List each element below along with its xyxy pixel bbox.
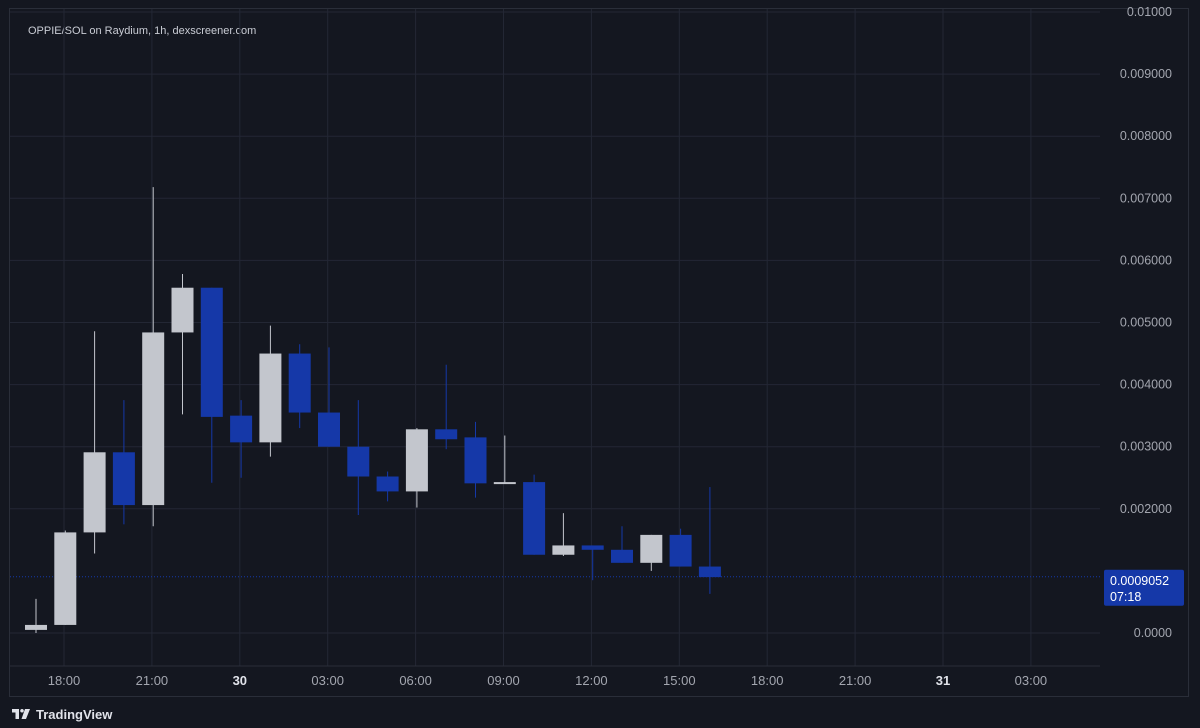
x-tick-label: 21:00 [136,673,169,688]
candle-body [581,545,604,550]
y-tick-label: 0.005000 [1120,316,1172,330]
y-tick-label: 0.002000 [1120,502,1172,516]
y-tick-label: 0.007000 [1120,191,1172,205]
x-tick-label: 31 [936,673,950,688]
candle-body [259,353,282,443]
chart-title: OPPIE/SOL on Raydium, 1h, dexscreener.co… [28,25,257,37]
candle-body [435,429,458,440]
candle-body [405,429,428,492]
candle-body [200,287,223,417]
x-tick-label: 21:00 [839,673,872,688]
x-tick-label: 06:00 [399,673,432,688]
x-tick-label: 30 [233,673,247,688]
y-tick-label: 0.0000 [1134,626,1172,640]
y-tick-label: 0.003000 [1120,440,1172,454]
x-tick-label: 18:00 [751,673,784,688]
y-tick-label: 0.006000 [1120,253,1172,267]
candle-body [288,353,311,413]
y-tick-label: 0.01000 [1127,5,1172,19]
candle-body [669,534,692,567]
x-tick-label: 15:00 [663,673,696,688]
x-tick-label: 09:00 [487,673,520,688]
candle-body [171,287,194,333]
x-tick-label: 03:00 [311,673,344,688]
candle-body [523,482,546,555]
x-tick-label: 12:00 [575,673,608,688]
tradingview-brand[interactable]: TradingView [12,705,112,723]
candle-body [611,549,633,563]
candle-body [83,452,106,533]
candle-body [493,482,516,485]
y-tick-label: 0.009000 [1120,67,1172,81]
x-tick-label: 18:00 [48,673,81,688]
candle-body [347,446,370,477]
candle-body [376,476,399,492]
candle-body [54,532,77,625]
y-tick-label: 0.008000 [1120,129,1172,143]
y-tick-label: 0.004000 [1120,378,1172,392]
candle-body [112,452,135,506]
candle-body [230,415,253,443]
candle-body [318,412,340,447]
candle-body [640,534,663,563]
current-price-countdown: 07:18 [1110,590,1141,604]
current-price-value: 0.0009052 [1110,574,1169,588]
brand-name: TradingView [36,706,113,722]
current-price-badge [1104,569,1184,606]
candle-body [142,332,165,506]
candle-body [552,545,575,555]
tradingview-logo-icon [12,709,30,719]
x-tick-label: 03:00 [1015,673,1048,688]
candle-body [25,624,47,630]
candle-body [464,437,487,484]
candle-body [698,566,721,578]
